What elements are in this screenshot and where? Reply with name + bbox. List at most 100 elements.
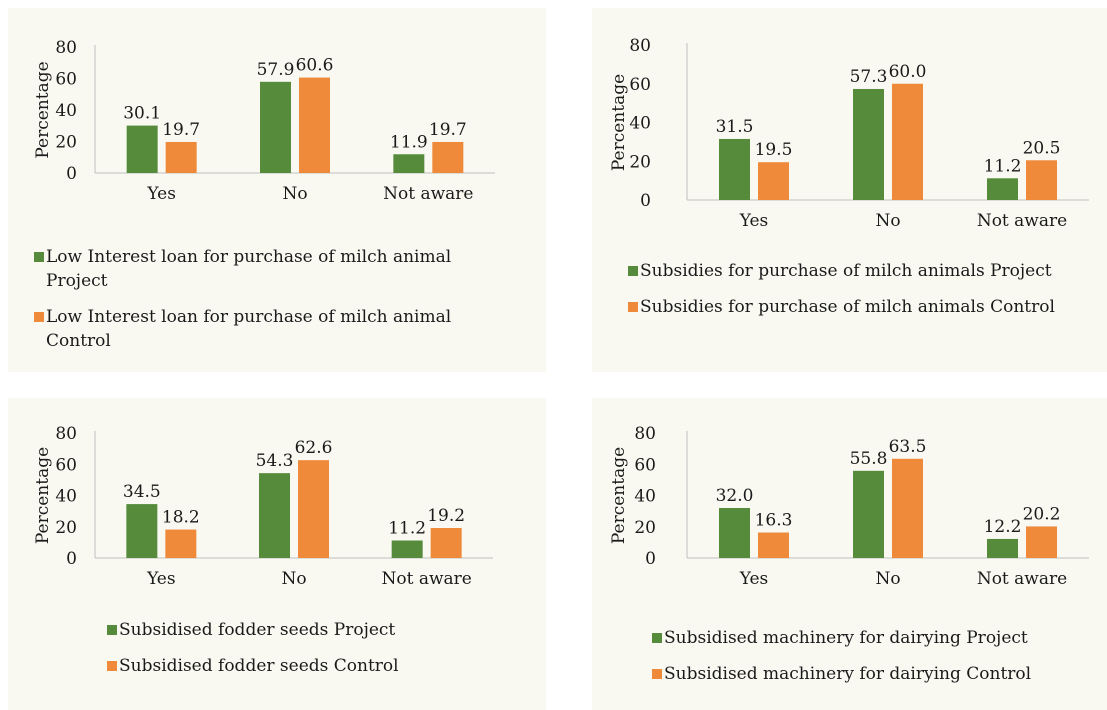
y-tick-label: 80 xyxy=(629,36,651,56)
data-label: 55.8 xyxy=(850,449,888,469)
y-axis-title: Percentage xyxy=(33,447,53,544)
chart-panel-fodder-seeds: 0 20 40 60 80 Percentage 34.5 18.2 Yes 54.3 62.6 No… xyxy=(8,398,546,710)
legend-item-control: Subsidised fodder seeds Control xyxy=(107,654,527,678)
bar-control-yes xyxy=(165,529,197,558)
data-label: 31.5 xyxy=(716,117,754,137)
data-label: 16.3 xyxy=(755,511,793,531)
chart-panel-machinery-dairying: 0 20 40 60 80 Percentage 32.0 16.3 Yes 55.8 63.5 No… xyxy=(592,398,1107,710)
y-axis-title: Percentage xyxy=(33,61,53,158)
y-tick-label: 40 xyxy=(629,114,651,134)
y-tick-label: 0 xyxy=(645,549,656,569)
legend-label: Subsidised fodder seeds Project xyxy=(119,620,396,640)
legend-label: Subsidies for purchase of milch animals … xyxy=(640,261,1052,281)
bar-control-not-aware xyxy=(432,141,464,173)
legend: Subsidised fodder seeds Project Subsidis… xyxy=(107,618,527,690)
bar-control-no xyxy=(298,460,329,558)
data-label: 11.2 xyxy=(984,156,1022,176)
legend-swatch-project xyxy=(34,252,44,262)
data-label: 11.9 xyxy=(390,132,428,152)
x-tick-label: Not aware xyxy=(977,569,1067,589)
x-tick-label: No xyxy=(875,569,900,589)
bar-project-yes xyxy=(126,125,158,173)
data-label: 34.5 xyxy=(123,482,161,502)
bar-project-no xyxy=(259,473,290,558)
legend-label: Subsidised machinery for dairying Contro… xyxy=(664,664,1032,684)
bar-control-yes xyxy=(758,532,789,558)
y-tick-label: 80 xyxy=(55,424,77,444)
y-tick-label: 40 xyxy=(634,487,656,507)
data-label: 19.7 xyxy=(162,120,200,140)
legend: Low Interest loan for purchase of milch … xyxy=(34,245,504,365)
data-label: 19.5 xyxy=(755,140,793,160)
y-tick-label: 40 xyxy=(55,487,77,507)
data-label: 19.7 xyxy=(429,120,467,140)
y-tick-label: 60 xyxy=(55,70,77,90)
y-tick-label: 20 xyxy=(634,518,656,538)
data-label: 11.2 xyxy=(388,519,426,539)
y-axis-title: Percentage xyxy=(609,447,629,544)
legend-item-project: Subsidies for purchase of milch animals … xyxy=(628,259,1107,283)
x-tick-label: Yes xyxy=(739,569,769,589)
legend-item-project: Subsidised fodder seeds Project xyxy=(107,618,527,642)
legend-item-control: Low Interest loan for purchase of milch … xyxy=(34,305,504,353)
bar-control-not-aware xyxy=(1026,526,1057,558)
bar-control-yes xyxy=(758,162,789,200)
y-tick-label: 20 xyxy=(629,152,651,172)
chart-panel-low-interest-loan: 0 20 40 60 80 Percentage 30.1 19.7 Yes 57.9 60.6 No… xyxy=(8,8,546,372)
legend-swatch-control xyxy=(34,312,44,322)
x-tick-label: No xyxy=(875,211,900,231)
data-label: 60.0 xyxy=(889,62,927,82)
y-tick-label: 20 xyxy=(55,518,77,538)
y-tick-label: 0 xyxy=(640,191,651,211)
data-label: 57.9 xyxy=(257,60,295,80)
data-label: 32.0 xyxy=(716,486,754,506)
bar-project-yes xyxy=(719,508,750,558)
legend-swatch-project xyxy=(628,266,638,276)
legend-item-control: Subsidised machinery for dairying Contro… xyxy=(652,662,1102,686)
data-label: 54.3 xyxy=(256,451,294,471)
data-label: 62.6 xyxy=(295,438,333,458)
x-tick-label: Yes xyxy=(146,569,176,589)
bar-project-no xyxy=(853,470,884,558)
bar-control-not-aware xyxy=(1026,160,1057,200)
bar-project-no xyxy=(853,88,884,200)
bar-project-not-aware xyxy=(987,178,1018,200)
bar-control-yes xyxy=(165,141,197,173)
y-tick-label: 20 xyxy=(55,133,77,153)
bar-control-no xyxy=(299,77,330,173)
data-label: 19.2 xyxy=(427,506,465,526)
y-axis-title: Percentage xyxy=(609,74,629,171)
y-tick-label: 0 xyxy=(66,164,77,184)
legend-label: Subsidies for purchase of milch animals … xyxy=(640,297,1055,317)
x-tick-label: No xyxy=(281,569,306,589)
legend-label: Subsidised fodder seeds Control xyxy=(119,656,399,676)
x-tick-label: No xyxy=(282,184,307,204)
y-tick-label: 0 xyxy=(66,549,77,569)
y-tick-label: 60 xyxy=(629,75,651,95)
data-label: 60.6 xyxy=(296,56,334,76)
legend: Subsidised machinery for dairying Projec… xyxy=(652,626,1102,698)
data-label: 12.2 xyxy=(984,517,1022,537)
x-tick-label: Not aware xyxy=(383,184,473,204)
legend-swatch-control xyxy=(628,302,638,312)
data-label: 63.5 xyxy=(889,437,927,457)
bar-project-yes xyxy=(126,504,158,558)
x-tick-label: Yes xyxy=(739,211,769,231)
bar-project-not-aware xyxy=(393,154,425,173)
legend-label: Low Interest loan for purchase of milch … xyxy=(46,307,452,351)
legend-item-project: Subsidised machinery for dairying Projec… xyxy=(652,626,1102,650)
bar-project-not-aware xyxy=(391,540,423,558)
x-tick-label: Not aware xyxy=(381,569,471,589)
legend-item-project: Low Interest loan for purchase of milch … xyxy=(34,245,504,293)
y-tick-label: 40 xyxy=(55,101,77,121)
bar-control-no xyxy=(892,83,923,200)
x-tick-label: Yes xyxy=(146,184,176,204)
data-label: 57.3 xyxy=(850,67,888,87)
data-label: 30.1 xyxy=(123,104,161,124)
chart-panel-subsidies-milch-animals: 0 20 40 60 80 Percentage 31.5 19.5 Yes 57.3 60.0 No… xyxy=(592,8,1107,372)
legend-item-control: Subsidies for purchase of milch animals … xyxy=(628,295,1107,319)
bar-control-not-aware xyxy=(430,528,462,558)
bar-project-yes xyxy=(719,138,750,200)
